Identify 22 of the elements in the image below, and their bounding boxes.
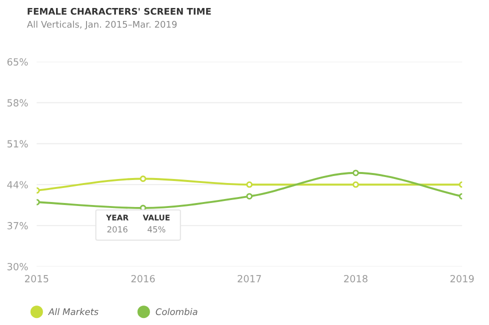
y-tick-label: 58% [7, 99, 28, 107]
x-tick-label: 2015 [25, 275, 48, 282]
y-tick-label: 30% [7, 262, 28, 270]
chart-subtitle: All Verticals, Jan. 2015–Mar. 2019 [26, 20, 177, 30]
annotation: 2016 [107, 226, 128, 232]
y-tick-label: 65% [7, 58, 28, 66]
chart-title: FEMALE CHARACTERS' SCREEN TIME [28, 8, 211, 15]
x-tick-label: 2019 [450, 275, 474, 282]
legend-label: All Markets [48, 308, 98, 316]
x-tick-label: 2016 [131, 275, 155, 282]
x-tick-label: 2018 [344, 275, 368, 282]
point [140, 176, 146, 182]
y-tick-label: 51% [7, 140, 28, 148]
y-tick-label: 37% [7, 222, 28, 230]
legend-label: Colombia [156, 308, 198, 316]
annotation: 45% [148, 226, 166, 232]
point [246, 181, 253, 188]
x-tick-label: 2017 [238, 275, 261, 282]
y-tick-label: 44% [7, 181, 28, 188]
point [352, 170, 359, 176]
point [246, 193, 253, 200]
point [352, 181, 359, 188]
